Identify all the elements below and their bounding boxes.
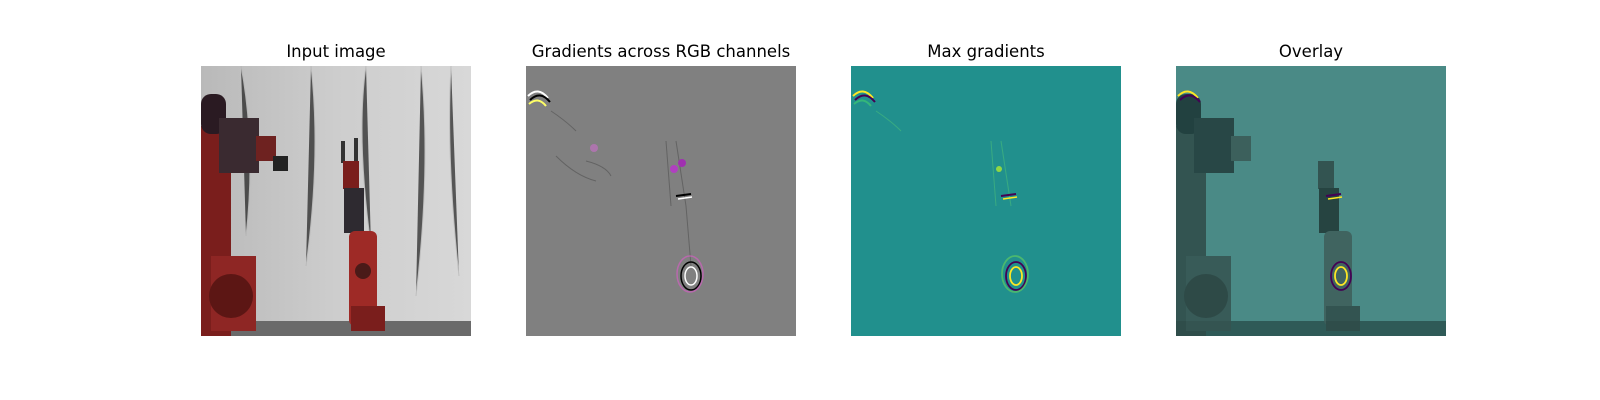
overlay-image — [1176, 66, 1446, 336]
right-robot-arm — [341, 138, 385, 331]
left-robot-arm — [201, 94, 288, 336]
panel-title-input-image: Input image — [286, 42, 386, 61]
rgb-gradients-image — [526, 66, 796, 336]
panel-title-overlay: Overlay — [1278, 42, 1344, 61]
max-gradients-image — [851, 66, 1121, 336]
panel-title-max-gradients: Max gradients — [927, 42, 1045, 61]
panel-title-rgb-gradients: Gradients across RGB channels — [531, 42, 791, 61]
input-image — [201, 66, 471, 336]
